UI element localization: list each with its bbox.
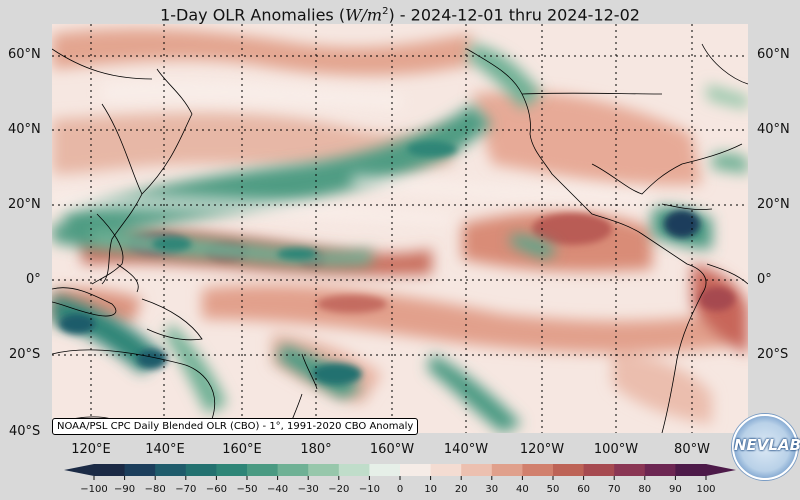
colorbar-tick-label: −70 <box>175 484 197 495</box>
lon-label-180: 180° <box>300 442 332 457</box>
colorbar-segment <box>522 464 554 476</box>
colorbar-tick-label: 100 <box>696 484 716 495</box>
colorbar-segment <box>553 464 585 476</box>
colorbar-segment <box>124 464 156 476</box>
lat-label-left-20n: 20°N <box>8 197 41 212</box>
colorbar-tick-label: −10 <box>358 484 380 495</box>
colorbar-segment <box>369 464 401 476</box>
colorbar-tick-label: 10 <box>424 484 437 495</box>
data-source-note: NOAA/PSL CPC Daily Blended OLR (CBO) - 1… <box>52 418 419 435</box>
colorbar-tick-label: 20 <box>454 484 468 495</box>
colorbar-segment <box>461 464 493 476</box>
colorbar-tick-label: −90 <box>114 484 136 495</box>
colorbar <box>64 464 736 480</box>
colorbar-segment <box>155 464 187 476</box>
map-title: 1-Day OLR Anomalies (W/m2) - 2024-12-01 … <box>160 5 640 25</box>
lat-label-left-40s: 40°S <box>9 424 41 439</box>
lon-label-160w: 160°W <box>369 442 415 457</box>
map-canvas <box>52 24 748 433</box>
colorbar-tick-label: −50 <box>236 484 258 495</box>
colorbar-segment <box>247 464 279 476</box>
colorbar-segment <box>94 464 126 476</box>
lon-label-160e: 160°E <box>222 442 262 457</box>
colorbar-tick-label: 70 <box>607 484 621 495</box>
colorbar-segment <box>338 464 370 476</box>
lat-label-right-20s: 20°S <box>757 347 789 362</box>
colorbar-tick-label: −30 <box>297 484 319 495</box>
colorbar-segment <box>583 464 615 476</box>
colorbar-segment <box>491 464 523 476</box>
colorbar-tick-label: −100 <box>80 484 108 495</box>
colorbar-segment <box>675 464 707 476</box>
lat-label-left-eq: 0° <box>26 272 41 287</box>
lat-label-left-60n: 60°N <box>8 47 41 62</box>
lat-label-left-20s: 20°S <box>9 347 41 362</box>
colorbar-segment <box>277 464 309 476</box>
colorbar-tick-label: −40 <box>267 484 289 495</box>
lat-label-right-60n: 60°N <box>757 47 790 62</box>
colorbar-tick-label: −80 <box>144 484 166 495</box>
lon-label-120e: 120°E <box>71 442 111 457</box>
coastlines <box>52 43 748 433</box>
colorbar-min-arrow <box>64 464 94 476</box>
strong-negative-cores <box>59 141 700 385</box>
colorbar-tick-label: −20 <box>328 484 350 495</box>
lon-label-80w: 80°W <box>674 442 710 457</box>
colorbar-tick-label: 40 <box>516 484 529 495</box>
lon-label-100w: 100°W <box>593 442 639 457</box>
graticule <box>52 24 748 433</box>
lat-label-left-40n: 40°N <box>8 122 41 137</box>
colorbar-segment <box>216 464 248 476</box>
colorbar-max-arrow <box>706 464 736 476</box>
colorbar-segment <box>644 464 676 476</box>
lat-label-right-eq: 0° <box>757 272 772 287</box>
lab-logo: NEVLAB <box>732 414 800 480</box>
colorbar-tick-label: 50 <box>546 484 560 495</box>
colorbar-segment <box>308 464 340 476</box>
lat-label-right-20n: 20°N <box>757 197 790 212</box>
colorbar-tick-label: −60 <box>205 484 227 495</box>
colorbar-segment <box>400 464 432 476</box>
lon-label-140e: 140°E <box>145 442 185 457</box>
colorbar-segment <box>185 464 217 476</box>
neutral-streaks <box>52 80 652 224</box>
colorbar-segment <box>614 464 646 476</box>
lab-logo-text: NEVLAB <box>734 436 800 454</box>
colorbar-tick-label: 80 <box>638 484 652 495</box>
lat-label-right-40n: 40°N <box>757 122 790 137</box>
lon-label-140w: 140°W <box>443 442 489 457</box>
colorbar-tick-label: 60 <box>577 484 590 495</box>
colorbar-tick-label: 30 <box>485 484 499 495</box>
colorbar-tick-label: 0 <box>396 484 404 495</box>
colorbar-tick-label: 90 <box>669 484 682 495</box>
lon-label-120w: 120°W <box>519 442 565 457</box>
olr-anomaly-map <box>52 24 748 433</box>
colorbar-segment <box>430 464 462 476</box>
